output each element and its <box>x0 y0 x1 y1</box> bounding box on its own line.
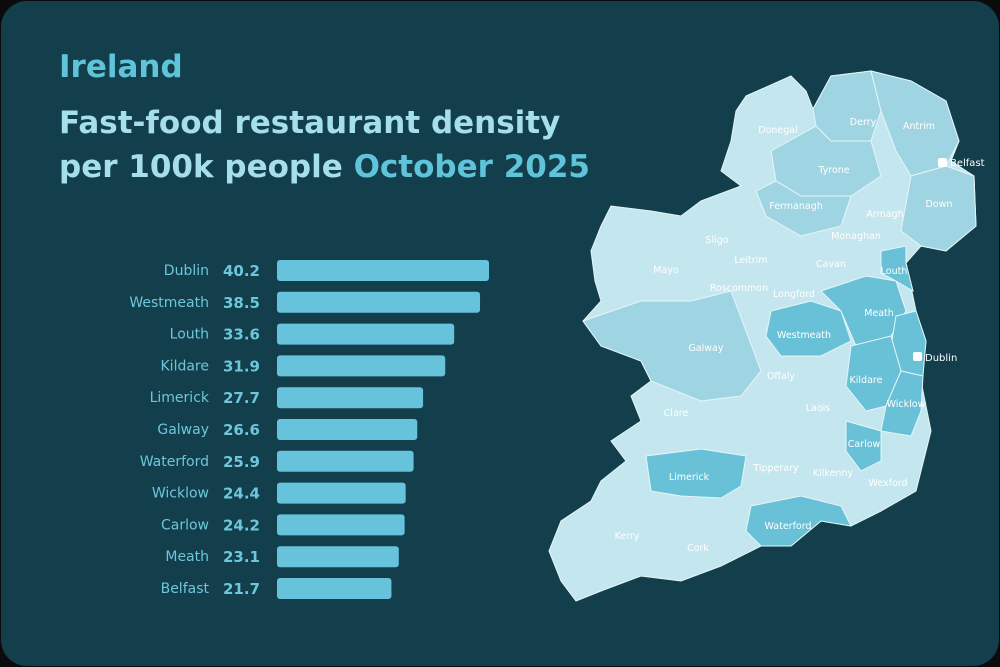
ireland-map: Donegal Derry Antrim Tyrone Fermanagh Armagh D… <box>548 70 985 602</box>
county-label-wicklow: Wicklow <box>887 399 926 410</box>
bar-louth <box>277 323 455 345</box>
subtitle: Fast-food restaurant density per 100k pe… <box>59 101 590 189</box>
subtitle-line-1: Fast-food restaurant density <box>59 105 561 141</box>
county-label-mayo: Mayo <box>653 265 679 276</box>
bar-value-label: 24.2 <box>223 516 260 534</box>
county-label-sligo: Sligo <box>705 235 728 246</box>
county-label-down: Down <box>926 199 953 210</box>
county-louth <box>880 245 914 293</box>
bar-waterford <box>277 450 414 472</box>
bar-label: Meath <box>165 549 209 565</box>
bar-dublin <box>277 260 489 281</box>
county-label-louth: Louth <box>881 266 908 277</box>
bar-label: Dublin <box>164 263 209 279</box>
bar-limerick <box>277 387 424 409</box>
county-limerick <box>645 448 747 499</box>
bar-kildare <box>277 355 446 377</box>
county-label-roscommon: Roscommon <box>710 283 768 294</box>
city-belfast: Belfast <box>938 158 985 169</box>
county-label-kildare: Kildare <box>850 375 883 386</box>
county-label-cavan: Cavan <box>816 259 846 270</box>
county-label-derry: Derry <box>850 117 877 128</box>
bar-chart: Dublin 40.2 Westmeath 38.5 Louth 33.6 Kildare 3… <box>129 260 489 599</box>
bar-label: Waterford <box>140 454 209 470</box>
bar-label: Carlow <box>161 517 209 533</box>
bar-value-label: 23.1 <box>223 548 260 566</box>
county-fermanagh <box>755 180 852 237</box>
county-label-laois: Laois <box>806 403 831 414</box>
bar-value-label: 21.7 <box>223 580 260 598</box>
city-marker-icon <box>938 158 947 167</box>
subtitle-line-2: per 100k people October 2025 <box>59 145 590 189</box>
bar-label: Belfast <box>161 581 210 597</box>
bar-label: Galway <box>157 422 209 438</box>
county-label-monaghan: Monaghan <box>831 231 881 242</box>
county-label-kilkenny: Kilkenny <box>813 468 854 479</box>
city-dublin: Dublin <box>913 352 957 364</box>
county-westmeath <box>765 300 852 357</box>
city-label-belfast: Belfast <box>950 158 985 169</box>
county-label-antrim: Antrim <box>903 121 935 132</box>
county-galway <box>582 290 762 402</box>
bar-label: Wicklow <box>152 486 209 502</box>
county-label-longford: Longford <box>773 289 815 300</box>
county-label-leitrim: Leitrim <box>734 255 767 266</box>
county-waterford <box>745 495 852 547</box>
county-label-carlow: Carlow <box>848 439 881 450</box>
title: Ireland <box>59 49 183 85</box>
county-label-limerick: Limerick <box>669 472 710 483</box>
bar-meath <box>277 546 399 568</box>
bar-value-label: 24.4 <box>223 485 260 503</box>
bar-westmeath <box>277 291 481 313</box>
city-label-dublin: Dublin <box>925 353 957 364</box>
bar-value-label: 40.2 <box>223 262 260 280</box>
county-label-tyrone: Tyrone <box>817 165 849 176</box>
bar-value-label: 26.6 <box>223 421 260 439</box>
bar-label: Limerick <box>150 390 210 406</box>
county-label-tipperary: Tipperary <box>752 463 799 474</box>
bar-value-label: 25.9 <box>223 453 260 471</box>
county-label-westmeath: Westmeath <box>777 330 831 341</box>
county-label-cork: Cork <box>687 543 709 554</box>
county-label-fermanagh: Fermanagh <box>769 201 823 212</box>
county-label-armagh: Armagh <box>866 209 903 220</box>
city-marker-icon <box>913 352 922 361</box>
bar-value-label: 38.5 <box>223 294 260 312</box>
bar-label: Kildare <box>161 358 210 374</box>
county-derry <box>812 70 882 142</box>
bar-belfast <box>277 578 392 599</box>
bar-value-label: 33.6 <box>223 326 260 344</box>
county-label-galway: Galway <box>688 343 723 354</box>
county-down <box>900 165 977 252</box>
county-label-wexford: Wexford <box>868 478 907 489</box>
county-label-meath: Meath <box>864 308 894 319</box>
bar-wicklow <box>277 482 406 504</box>
subtitle-main: per 100k people <box>59 149 343 185</box>
bar-value-label: 31.9 <box>223 357 260 375</box>
subtitle-date: October 2025 <box>353 149 590 185</box>
bar-label: Louth <box>170 327 209 343</box>
county-label-clare: Clare <box>664 408 689 419</box>
bar-value-label: 27.7 <box>223 389 260 407</box>
county-carlow <box>845 420 882 472</box>
county-label-kerry: Kerry <box>615 531 640 542</box>
bar-label: Westmeath <box>129 295 209 311</box>
county-label-donegal: Donegal <box>758 125 797 136</box>
county-label-offaly: Offaly <box>767 371 795 382</box>
bar-carlow <box>277 514 405 536</box>
bar-galway <box>277 419 418 440</box>
county-label-waterford: Waterford <box>764 521 811 532</box>
